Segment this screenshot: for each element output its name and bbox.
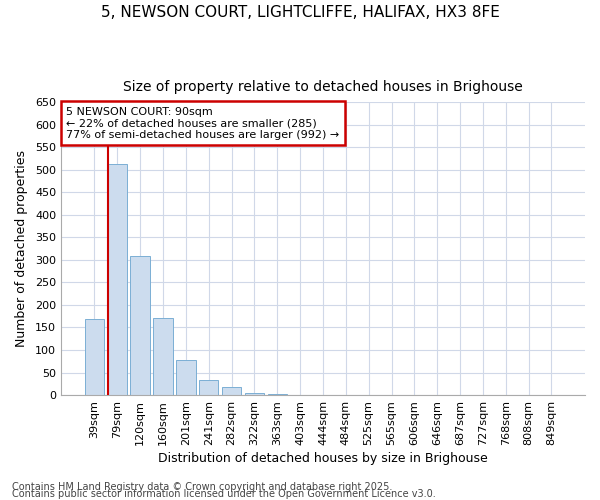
Text: Contains HM Land Registry data © Crown copyright and database right 2025.: Contains HM Land Registry data © Crown c… [12,482,392,492]
Bar [154,318,173,395]
X-axis label: Distribution of detached houses by size in Brighouse: Distribution of detached houses by size … [158,452,488,465]
Bar [222,388,241,395]
Bar [268,394,287,395]
Text: 5, NEWSON COURT, LIGHTCLIFFE, HALIFAX, HX3 8FE: 5, NEWSON COURT, LIGHTCLIFFE, HALIFAX, H… [101,5,499,20]
Bar [245,393,264,395]
Text: Contains public sector information licensed under the Open Government Licence v3: Contains public sector information licen… [12,489,436,499]
Bar [199,380,218,395]
Text: 5 NEWSON COURT: 90sqm
← 22% of detached houses are smaller (285)
77% of semi-det: 5 NEWSON COURT: 90sqm ← 22% of detached … [66,106,340,140]
Y-axis label: Number of detached properties: Number of detached properties [15,150,28,347]
Bar [85,320,104,395]
Title: Size of property relative to detached houses in Brighouse: Size of property relative to detached ho… [123,80,523,94]
Bar [107,164,127,395]
Bar [176,360,196,395]
Bar [130,256,150,395]
